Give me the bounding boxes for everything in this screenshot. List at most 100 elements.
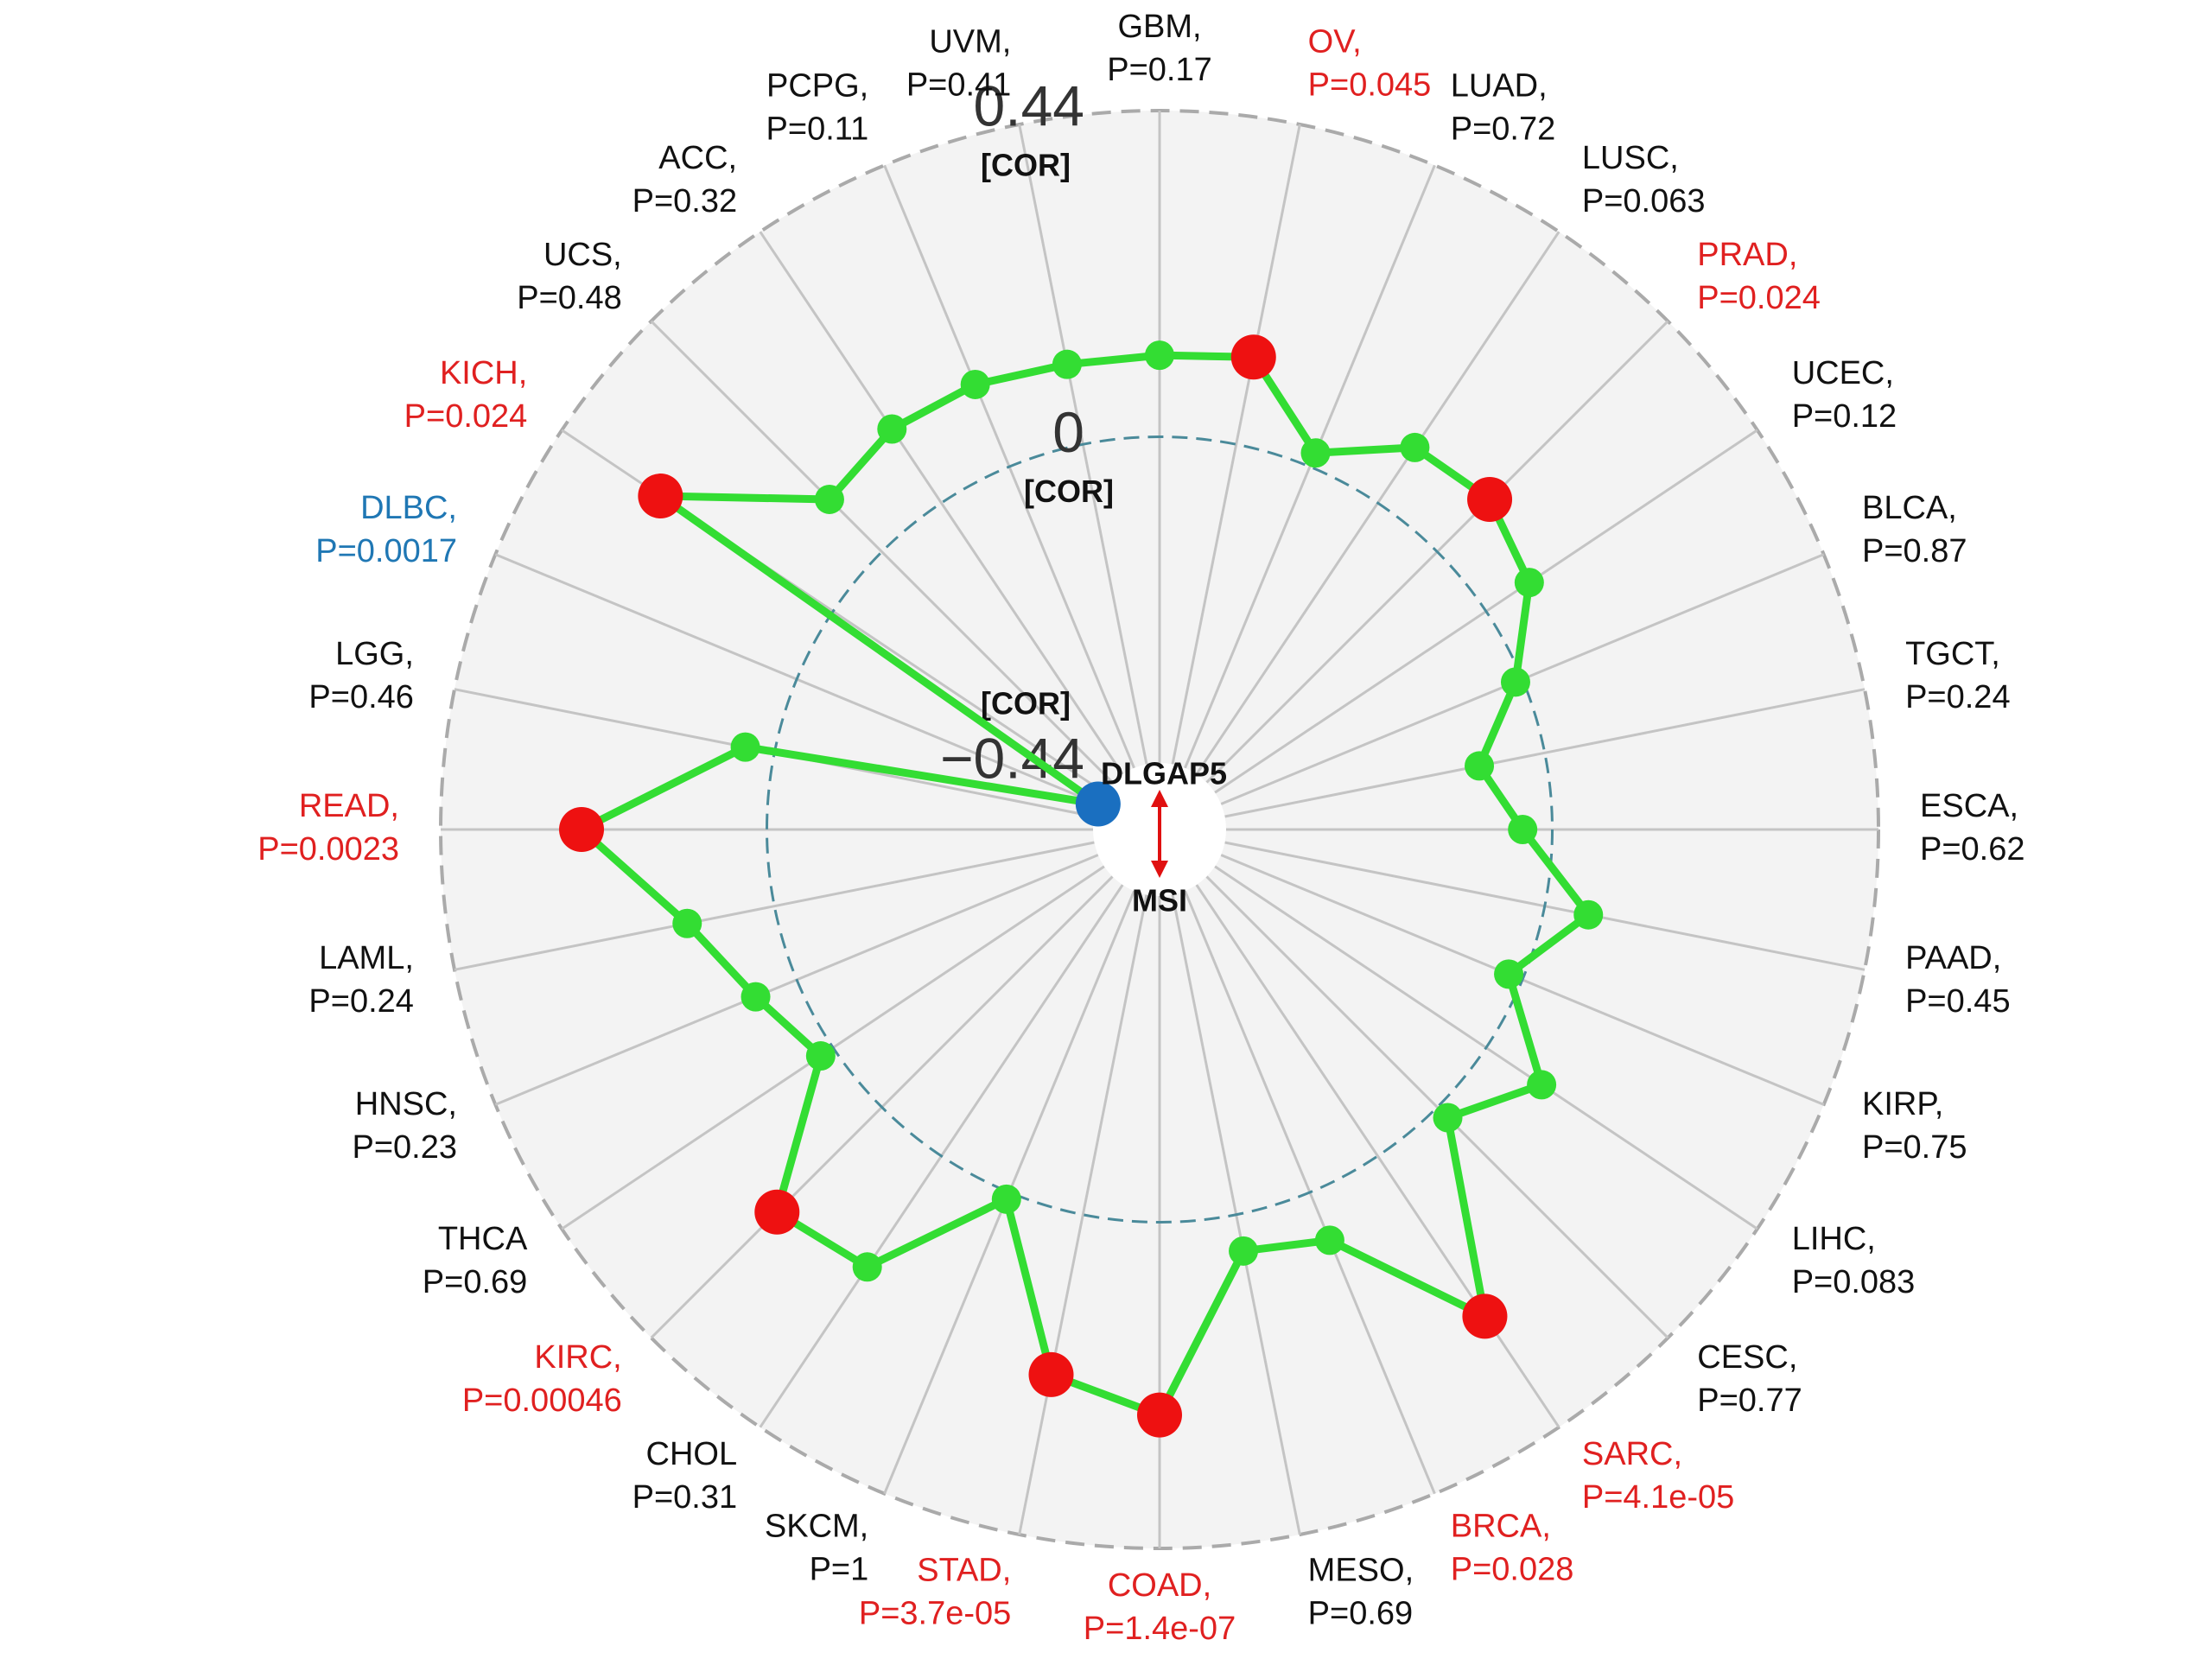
p-value-label: P=1.4e-07	[1084, 1611, 1236, 1647]
p-value-label: P=0.77	[1697, 1382, 1802, 1419]
p-value-label: P=0.12	[1792, 398, 1897, 435]
spoke	[1195, 884, 1560, 1428]
category-label: LIHC,	[1792, 1221, 1876, 1257]
data-point	[559, 807, 605, 852]
data-point	[1500, 667, 1530, 697]
category-label: COAD,	[1108, 1567, 1211, 1604]
category-label: KICH,	[440, 355, 527, 391]
category-label: SKCM,	[765, 1508, 868, 1544]
data-point	[1229, 1236, 1259, 1266]
p-value-label: P=0.11	[766, 111, 869, 148]
category-label: KIRP,	[1862, 1086, 1943, 1122]
data-point	[754, 1189, 800, 1235]
category-label: BRCA,	[1451, 1508, 1551, 1544]
data-point	[1462, 1294, 1508, 1339]
data-point	[1527, 1070, 1557, 1100]
spoke	[1171, 124, 1301, 765]
category-label: MESO,	[1308, 1553, 1414, 1589]
data-point	[1300, 438, 1331, 468]
variable-label: MSI	[1132, 883, 1187, 918]
p-value-label: P=0.17	[1107, 52, 1212, 88]
p-value-label: P=0.24	[308, 983, 414, 1020]
data-point	[1573, 899, 1604, 930]
p-value-label: P=0.41	[906, 67, 1012, 103]
data-point	[1028, 1351, 1074, 1397]
grid-ring	[766, 435, 1554, 1224]
p-value-label: P=3.7e-05	[859, 1596, 1011, 1632]
p-value-label: P=4.1e-05	[1582, 1479, 1734, 1516]
category-label: LGG,	[335, 636, 414, 672]
p-value-label: P=0.87	[1862, 533, 1967, 569]
spoke	[1224, 688, 1866, 818]
data-point	[638, 474, 683, 519]
p-value-label: P=0.024	[1697, 280, 1821, 316]
p-value-label: P=0.46	[308, 679, 414, 715]
data-point	[1514, 568, 1544, 598]
category-label: PAAD,	[1905, 940, 2001, 976]
data-point	[1465, 751, 1495, 781]
data-point	[1052, 349, 1082, 379]
category-label: LUAD,	[1451, 68, 1548, 105]
p-value-label: P=0.23	[352, 1129, 457, 1166]
category-label: ACC,	[658, 140, 737, 176]
category-label: SARC,	[1582, 1436, 1682, 1472]
spoke	[1205, 875, 1669, 1339]
axis-label: [COR]	[981, 686, 1071, 721]
spoke	[454, 841, 1095, 971]
category-label: KIRC,	[534, 1339, 621, 1376]
category-label: PCPG,	[766, 68, 868, 105]
category-label: BLCA,	[1862, 490, 1957, 526]
p-value-label: P=0.32	[632, 183, 738, 219]
p-value-label: P=0.0023	[257, 831, 399, 868]
data-point	[805, 1041, 836, 1071]
p-value-label: P=0.69	[423, 1264, 528, 1300]
y-tick-label: 0	[1052, 400, 1084, 464]
category-label: STAD,	[917, 1553, 1011, 1589]
data-point	[1400, 432, 1430, 462]
p-value-label: P=0.31	[632, 1479, 738, 1516]
category-label: PRAD,	[1697, 237, 1797, 273]
data-point	[852, 1252, 882, 1282]
category-label: OV,	[1308, 23, 1362, 60]
p-value-label: P=0.083	[1792, 1264, 1916, 1300]
data-point	[1314, 1225, 1344, 1255]
category-label: LUSC,	[1582, 140, 1679, 176]
p-value-label: P=0.69	[1308, 1596, 1414, 1632]
data-point	[877, 414, 907, 444]
data-point	[672, 908, 702, 938]
data-point	[991, 1184, 1021, 1214]
p-value-label: P=0.48	[517, 280, 622, 316]
category-label: CHOL	[646, 1436, 738, 1472]
spoke	[1018, 894, 1148, 1535]
data-point	[814, 484, 844, 514]
data-point	[960, 369, 990, 399]
y-tick-label: 0.44	[974, 73, 1084, 137]
data-point	[1075, 781, 1121, 827]
category-label: UCEC,	[1792, 355, 1894, 391]
p-value-label: P=0.028	[1451, 1551, 1574, 1587]
category-label: CESC,	[1697, 1339, 1797, 1376]
data-point	[1145, 340, 1174, 371]
p-value-label: P=1	[810, 1551, 869, 1587]
p-value-label: P=0.024	[404, 398, 528, 435]
category-label: LAML,	[319, 940, 414, 976]
p-value-label: P=0.75	[1862, 1129, 1967, 1166]
p-value-label: P=0.62	[1920, 831, 2025, 868]
category-label: DLBC,	[360, 490, 457, 526]
data-point	[1508, 815, 1538, 844]
data-point	[1230, 334, 1276, 380]
data-point	[730, 732, 760, 762]
axis-label: [COR]	[1024, 474, 1114, 509]
p-value-label: P=0.045	[1308, 67, 1432, 103]
p-value-label: P=0.45	[1905, 983, 2011, 1020]
data-point	[1467, 476, 1513, 522]
data-point	[1137, 1392, 1182, 1438]
axis-label: [COR]	[981, 148, 1071, 183]
p-value-label: P=0.72	[1451, 111, 1556, 148]
p-value-label: P=0.063	[1582, 183, 1706, 219]
p-value-label: P=0.0017	[315, 533, 457, 569]
spoke	[759, 231, 1124, 775]
p-value-label: P=0.24	[1905, 679, 2011, 715]
